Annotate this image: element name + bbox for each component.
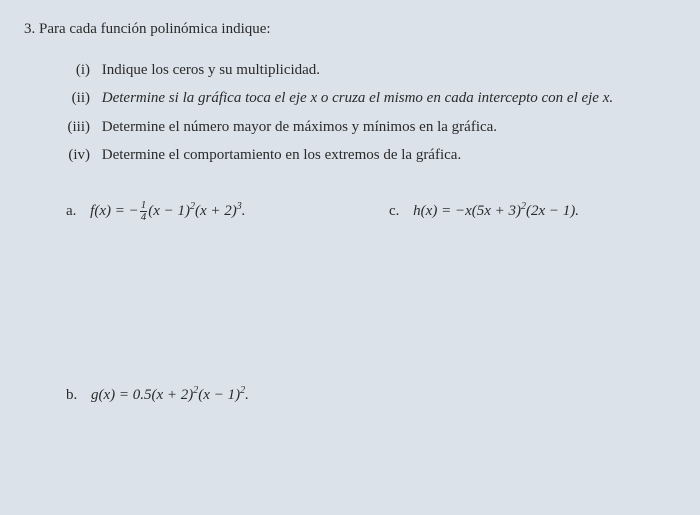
period: . bbox=[242, 203, 246, 219]
sub-item: (iii) Determine el número mayor de máxim… bbox=[60, 116, 676, 139]
function-expression: g(x) = 0.5(x + 2)2(x − 1)2. bbox=[91, 387, 249, 403]
functions-row-top: a. f(x) = −14(x − 1)2(x + 2)3. c. h(x) =… bbox=[24, 199, 676, 223]
sub-item-text: Determine si la gráfica toca el eje x o … bbox=[102, 90, 613, 106]
sub-item-text: Determine el número mayor de máximos y m… bbox=[102, 119, 497, 135]
fraction: 14 bbox=[140, 200, 148, 223]
roman-numeral: (ii) bbox=[60, 87, 90, 110]
period: . bbox=[245, 387, 249, 403]
question-number: 3. bbox=[24, 21, 35, 37]
sub-item: (i) Indique los ceros y su multiplicidad… bbox=[60, 59, 676, 82]
function-expression: f(x) = −14(x − 1)2(x + 2)3. bbox=[90, 203, 245, 219]
sub-item: (ii) Determine si la gráfica toca el eje… bbox=[60, 87, 676, 110]
sub-item-text: Determine el comportamiento en los extre… bbox=[102, 147, 461, 163]
roman-numeral: (iv) bbox=[60, 144, 90, 167]
function-label: a. bbox=[66, 203, 76, 219]
function-expression: h(x) = −x(5x + 3)2(2x − 1). bbox=[413, 203, 579, 219]
fraction-denominator: 4 bbox=[140, 212, 148, 223]
lhs: h(x) = −x(5x + 3) bbox=[413, 203, 521, 219]
sub-items-list: (i) Indique los ceros y su multiplicidad… bbox=[24, 59, 676, 167]
lhs: f(x) = bbox=[90, 203, 128, 219]
function-b: b. g(x) = 0.5(x + 2)2(x − 1)2. bbox=[24, 383, 676, 407]
rhs1: (x − 1) bbox=[148, 203, 190, 219]
sub-item-text: Indique los ceros y su multiplicidad. bbox=[102, 62, 320, 78]
function-a: a. f(x) = −14(x − 1)2(x + 2)3. bbox=[66, 199, 246, 223]
question-prompt: Para cada función polinómica indique: bbox=[39, 21, 271, 37]
sub-item: (iv) Determine el comportamiento en los … bbox=[60, 144, 676, 167]
rhs2: (x + 2) bbox=[195, 203, 237, 219]
roman-numeral: (iii) bbox=[60, 116, 90, 139]
neg: − bbox=[129, 203, 139, 219]
rhs2: (x − 1) bbox=[198, 387, 240, 403]
rhs2: (2x − 1). bbox=[526, 203, 579, 219]
lhs: g(x) = 0.5(x + 2) bbox=[91, 387, 193, 403]
function-label: b. bbox=[66, 387, 77, 403]
function-label: c. bbox=[389, 203, 399, 219]
roman-numeral: (i) bbox=[60, 59, 90, 82]
question-header: 3. Para cada función polinómica indique: bbox=[24, 18, 676, 41]
function-c: c. h(x) = −x(5x + 3)2(2x − 1). bbox=[389, 199, 579, 223]
fraction-numerator: 1 bbox=[140, 200, 148, 212]
